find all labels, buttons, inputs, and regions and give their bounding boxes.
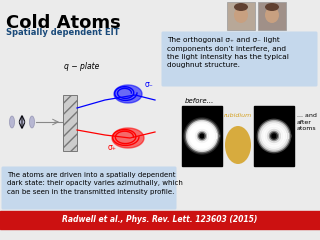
Ellipse shape [265, 7, 279, 23]
Text: σ₋: σ₋ [145, 80, 154, 89]
Text: before...: before... [185, 98, 214, 104]
Text: σ₊: σ₊ [108, 143, 117, 152]
Text: rubidium: rubidium [224, 113, 252, 118]
Bar [227, 2, 255, 30]
Bar [182, 106, 222, 166]
Ellipse shape [20, 116, 25, 128]
Polygon shape [112, 128, 144, 148]
FancyBboxPatch shape [162, 31, 317, 86]
Ellipse shape [29, 116, 35, 128]
Text: Cold Atoms: Cold Atoms [6, 14, 121, 32]
Bar [258, 2, 286, 30]
Ellipse shape [265, 3, 279, 11]
Ellipse shape [234, 3, 248, 11]
Text: The atoms are driven into a spatially dependent
dark state: their opacity varies: The atoms are driven into a spatially de… [7, 172, 183, 195]
Text: Radwell et al., Phys. Rev. Lett. 123603 (2015): Radwell et al., Phys. Rev. Lett. 123603 … [62, 216, 258, 224]
Text: ... and
after
atoms: ... and after atoms [297, 113, 317, 131]
Ellipse shape [225, 126, 251, 164]
Ellipse shape [10, 116, 14, 128]
Polygon shape [114, 85, 142, 103]
FancyBboxPatch shape [2, 167, 177, 210]
Text: The orthogonal σ₊ and σ₋ light
components don’t interfere, and
the light intensi: The orthogonal σ₊ and σ₋ light component… [167, 37, 289, 68]
Bar [63, 95, 77, 151]
Ellipse shape [234, 7, 248, 23]
Text: q − plate: q − plate [64, 62, 100, 71]
Text: Spatially dependent EIT: Spatially dependent EIT [6, 28, 119, 37]
Bar [254, 106, 294, 166]
Bar [0, 211, 320, 229]
